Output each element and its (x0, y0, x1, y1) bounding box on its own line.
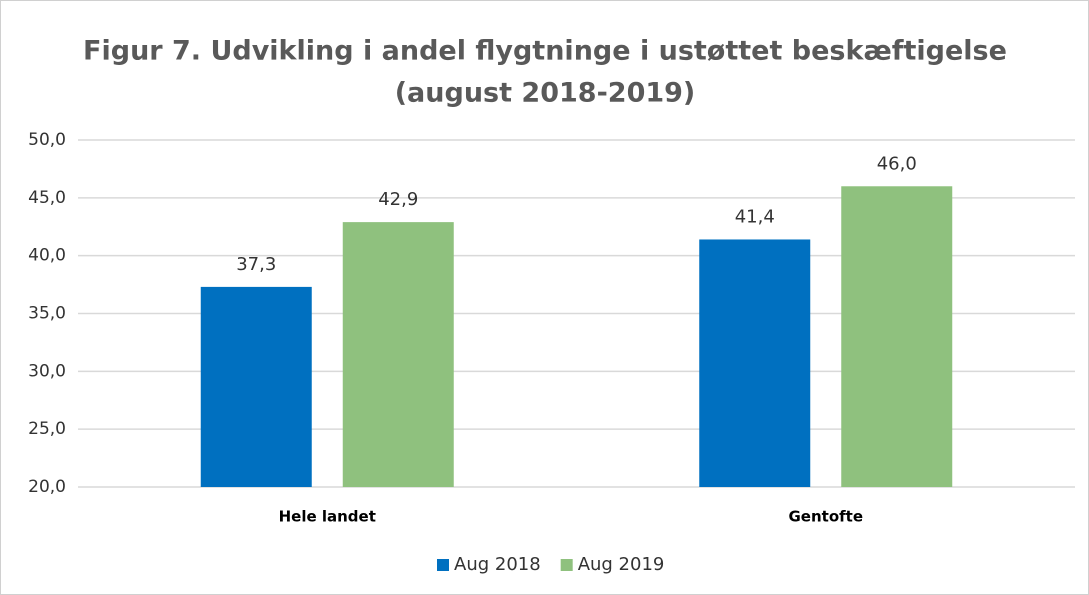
legend-label: Aug 2018 (454, 554, 541, 575)
bar (699, 239, 811, 487)
x-tick-label: Hele landet (279, 508, 376, 526)
y-tick-label: 20,0 (28, 477, 66, 497)
value-label: 37,3 (236, 254, 276, 275)
y-tick-label: 50,0 (28, 130, 66, 150)
y-tick-label: 40,0 (28, 246, 66, 266)
chart-title: Figur 7. Udvikling i andel flygtninge i … (83, 36, 1007, 67)
bar (200, 286, 312, 487)
legend-swatch (560, 559, 573, 571)
chart-title: (august 2018-2019) (395, 78, 696, 109)
legend-label: Aug 2019 (578, 554, 665, 575)
y-tick-label: 45,0 (28, 188, 66, 208)
value-label: 42,9 (378, 189, 418, 210)
legend-swatch (437, 559, 449, 571)
y-tick-label: 30,0 (28, 361, 66, 381)
y-tick-label: 25,0 (28, 419, 66, 439)
x-tick-label: Gentofte (788, 508, 863, 526)
bar (841, 186, 953, 487)
value-label: 41,4 (735, 206, 775, 227)
bar (342, 222, 454, 487)
value-label: 46,0 (877, 153, 917, 174)
y-tick-label: 35,0 (28, 304, 66, 324)
